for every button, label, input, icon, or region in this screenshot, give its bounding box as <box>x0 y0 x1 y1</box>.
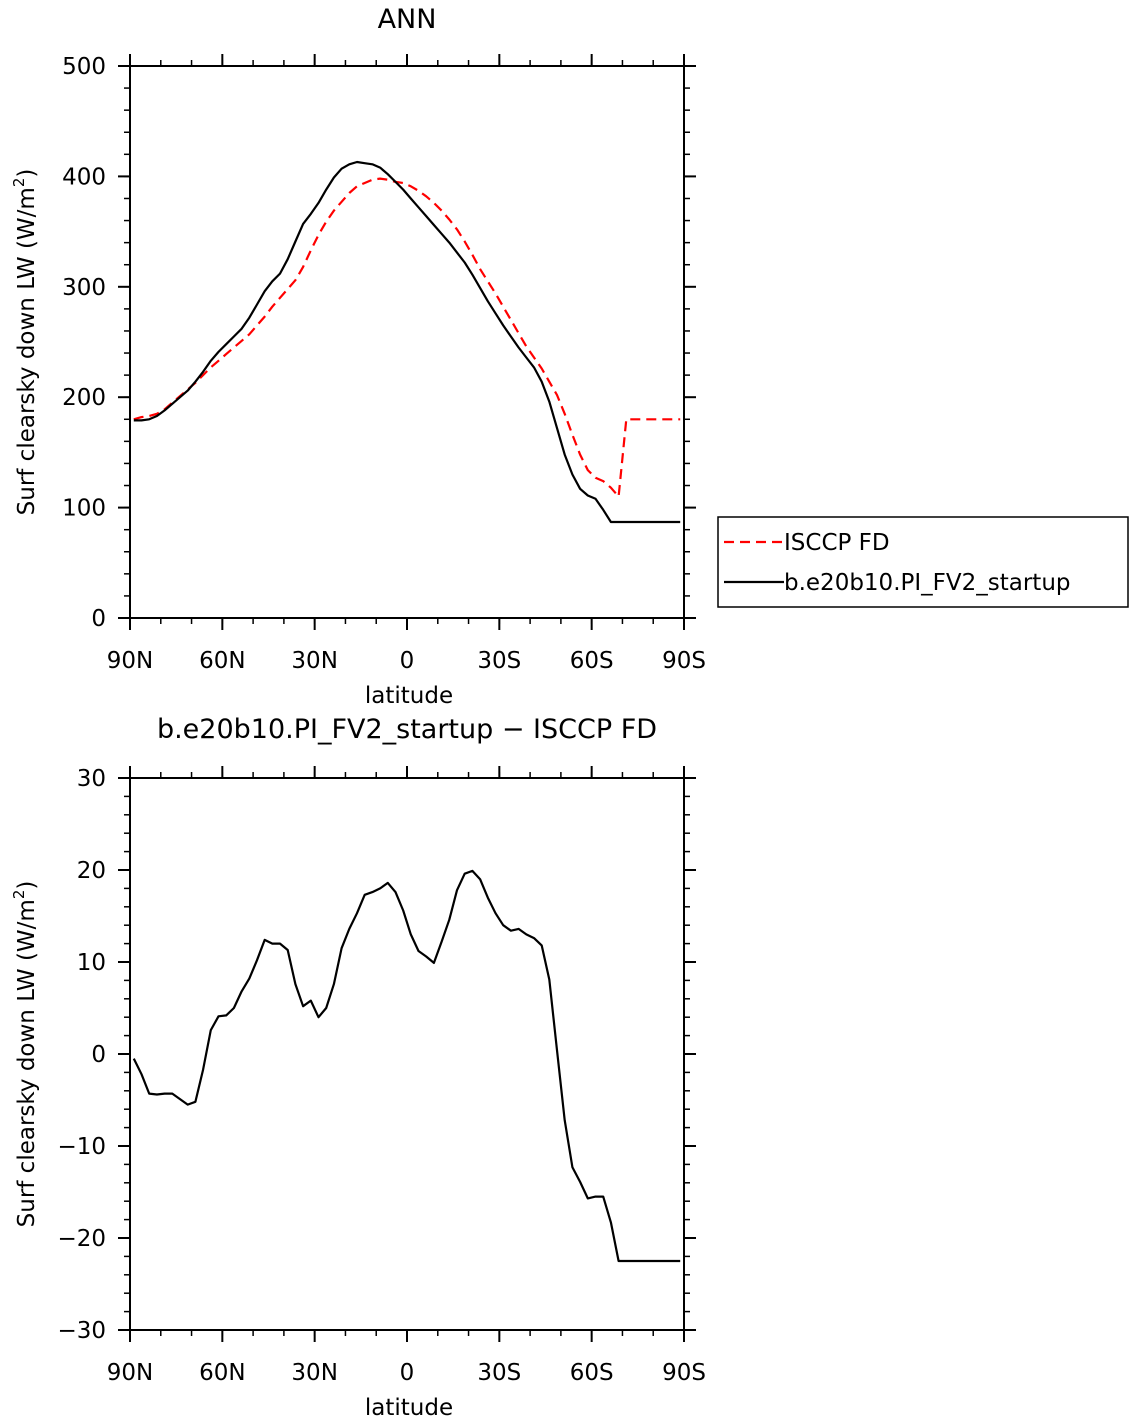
y-tick-label: 300 <box>62 275 106 301</box>
series-line-0 <box>132 869 681 1263</box>
y-tick-label: 400 <box>62 164 106 190</box>
y-tick-label: 200 <box>62 385 106 411</box>
x-tick-label: 0 <box>400 648 415 674</box>
legend-label-1: b.e20b10.PI_FV2_startup <box>784 570 1071 596</box>
y-axis-label-text: Surf clearsky down LW (W/m <box>14 187 40 515</box>
difference-line-chart: b.e20b10.PI_FV2_startup − ISCCP FD −30 −20… <box>10 714 706 1421</box>
plot-frame <box>129 65 685 619</box>
y-tick-label: −10 <box>57 1134 106 1160</box>
y-axis-label-end: ) <box>14 881 40 890</box>
x-tick-label: 30S <box>477 1360 521 1386</box>
chart-title: ANN <box>378 4 437 35</box>
x-tick-label: 90S <box>662 1360 706 1386</box>
y-axis-label: Surf clearsky down LW (W/m2) <box>10 169 40 516</box>
x-tick-label: 90S <box>662 648 706 674</box>
top-line-chart: ANN 0 100 200 300 400 500 90N 60N 30N 0 30S 60S 90S la… <box>10 4 1129 709</box>
y-tick-label: −20 <box>57 1226 106 1252</box>
x-tick-label: 60N <box>199 648 245 674</box>
y-axis-label-sup: 2 <box>10 890 28 900</box>
x-tick-label: 30N <box>291 648 337 674</box>
x-axis-label: latitude <box>365 683 453 709</box>
y-axis-label-end: ) <box>14 169 40 178</box>
legend-box <box>717 516 1129 608</box>
chart-title: b.e20b10.PI_FV2_startup − ISCCP FD <box>157 714 657 745</box>
x-tick-label: 90N <box>107 648 153 674</box>
x-tick-label: 60S <box>570 648 614 674</box>
y-tick-label: −30 <box>57 1318 106 1344</box>
y-tick-label: 30 <box>77 766 106 792</box>
x-tick-label: 90N <box>107 1360 153 1386</box>
x-axis-label: latitude <box>365 1395 453 1421</box>
y-tick-label: 500 <box>62 54 106 80</box>
x-tick-label: 30N <box>291 1360 337 1386</box>
x-tick-label: 0 <box>400 1360 415 1386</box>
y-axis-label: Surf clearsky down LW (W/m2) <box>10 881 40 1228</box>
y-tick-label: 20 <box>77 858 106 884</box>
plot-frame <box>129 777 685 1331</box>
y-tick-label: 0 <box>91 1042 106 1068</box>
series-line-1 <box>133 160 681 524</box>
y-tick-label: 10 <box>77 950 106 976</box>
legend-label-0: ISCCP FD <box>784 530 890 556</box>
series-line-0 <box>133 177 681 498</box>
y-axis-label-text: Surf clearsky down LW (W/m <box>14 899 40 1227</box>
x-tick-label: 60N <box>199 1360 245 1386</box>
x-tick-label: 60S <box>570 1360 614 1386</box>
x-tick-label: 30S <box>477 648 521 674</box>
y-tick-label: 0 <box>91 606 106 632</box>
y-tick-label: 100 <box>62 496 106 522</box>
y-axis-label-sup: 2 <box>10 178 28 188</box>
